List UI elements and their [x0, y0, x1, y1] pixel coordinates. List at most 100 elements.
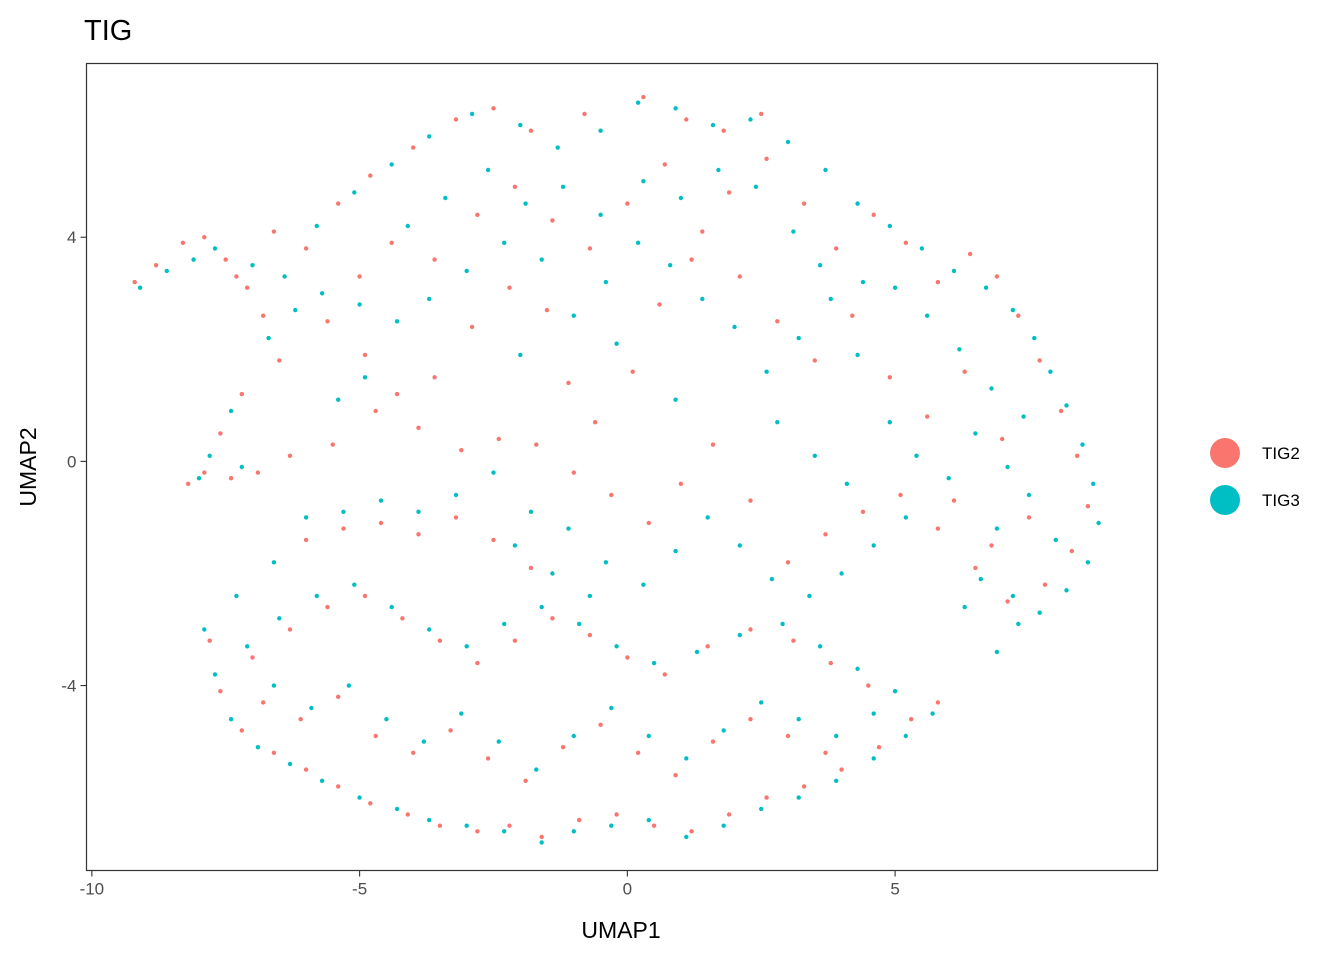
point-tig2-50 [973, 565, 978, 571]
point-tig3-165 [550, 571, 555, 576]
point-tig3-34 [1080, 442, 1085, 447]
point-tig3-5 [282, 274, 287, 279]
point-tig2-120 [411, 750, 416, 755]
point-tig3-145 [277, 616, 282, 621]
point-tig3-1 [164, 268, 169, 274]
point-tig3-74 [641, 179, 646, 184]
point-tig3-147 [271, 683, 277, 688]
point-tig2-70 [341, 526, 346, 531]
point-tig2-62 [534, 442, 539, 447]
point-tig2-79 [271, 750, 277, 755]
point-tig2-7 [277, 358, 282, 363]
point-tig2-134 [512, 184, 518, 189]
point-tig2-158 [271, 229, 277, 234]
point-tig3-153 [496, 739, 501, 744]
point-tig3-32 [1048, 369, 1053, 374]
point-tig3-80 [855, 352, 860, 358]
x-tick-label-3: 5 [890, 880, 899, 899]
point-tig3-87 [871, 543, 876, 548]
point-tig2-2 [180, 240, 186, 245]
point-tig2-98 [935, 700, 941, 705]
point-tig2-37 [871, 212, 876, 217]
point-tig3-130 [855, 666, 860, 671]
point-tig3-143 [352, 582, 357, 587]
point-tig3-4 [250, 263, 255, 268]
point-tig3-7 [228, 408, 234, 414]
point-tig2-14 [303, 246, 309, 251]
point-tig2-3 [202, 235, 207, 240]
point-tig2-40 [967, 251, 973, 257]
point-tig3-66 [319, 291, 325, 296]
point-tig3-94 [641, 582, 646, 587]
point-tig2-81 [336, 784, 341, 789]
point-tig2-21 [325, 319, 330, 324]
point-tig2-157 [389, 240, 394, 245]
point-tig2-43 [1037, 358, 1042, 363]
point-tig3-137 [577, 621, 582, 627]
y-tick-label-0: -4 [61, 677, 76, 696]
point-tig2-82 [368, 801, 373, 806]
point-tig3-142 [389, 604, 394, 610]
point-tig2-124 [560, 745, 566, 750]
point-tig3-77 [753, 184, 759, 189]
point-tig3-0 [137, 285, 143, 290]
point-tig3-158 [684, 756, 689, 761]
point-tig2-52 [898, 492, 903, 498]
point-tig2-135 [550, 218, 555, 223]
point-tig3-79 [817, 263, 823, 268]
point-tig3-88 [839, 571, 844, 576]
point-tig3-42 [994, 526, 1000, 531]
point-tig3-155 [571, 733, 576, 739]
y-axis: -4 0 4 [61, 228, 87, 696]
point-tig3-44 [1053, 537, 1059, 543]
points-layer [132, 94, 1101, 845]
point-tig3-121 [684, 834, 689, 840]
point-tig3-46 [989, 386, 994, 391]
point-tig3-9 [196, 476, 202, 481]
point-tig2-131 [823, 750, 828, 755]
plot-title: TIG [84, 15, 132, 47]
point-tig3-163 [871, 711, 876, 716]
point-tig2-125 [598, 722, 603, 727]
point-tig2-95 [839, 767, 844, 772]
point-tig3-96 [566, 526, 571, 531]
point-tig3-52 [796, 335, 801, 341]
point-tig3-68 [405, 223, 410, 229]
point-tig3-122 [721, 823, 726, 828]
point-tig2-90 [651, 823, 657, 828]
point-tig2-76 [207, 638, 212, 643]
point-tig2-93 [764, 795, 769, 800]
point-tig2-33 [726, 190, 732, 195]
point-tig3-67 [293, 307, 298, 313]
point-tig2-117 [298, 717, 303, 722]
point-tig3-41 [978, 576, 983, 582]
point-tig3-81 [887, 420, 892, 425]
point-tig3-76 [716, 167, 721, 173]
point-tig2-56 [748, 498, 753, 503]
point-tig2-107 [550, 616, 555, 621]
point-tig3-154 [534, 767, 539, 772]
point-tig3-174 [673, 397, 678, 402]
point-tig3-161 [796, 717, 801, 722]
point-tig3-19 [635, 100, 641, 105]
point-tig3-82 [914, 453, 919, 458]
point-tig2-0 [132, 279, 137, 285]
legend-label-tig3: TIG3 [1262, 491, 1300, 510]
point-tig2-89 [614, 812, 619, 817]
point-tig3-54 [732, 324, 737, 330]
point-tig2-145 [925, 414, 930, 419]
point-tig3-60 [539, 257, 544, 262]
point-tig3-113 [394, 806, 400, 812]
point-tig2-132 [432, 257, 437, 262]
point-tig3-169 [994, 649, 1000, 655]
point-tig3-57 [635, 240, 641, 245]
point-tig2-111 [400, 616, 405, 621]
point-tig3-167 [962, 604, 967, 610]
point-tig3-118 [571, 829, 576, 834]
point-tig2-13 [255, 470, 261, 475]
point-tig2-49 [1005, 599, 1010, 604]
point-tig2-19 [491, 106, 496, 111]
point-tig3-123 [759, 806, 764, 812]
point-tig2-28 [566, 380, 571, 386]
